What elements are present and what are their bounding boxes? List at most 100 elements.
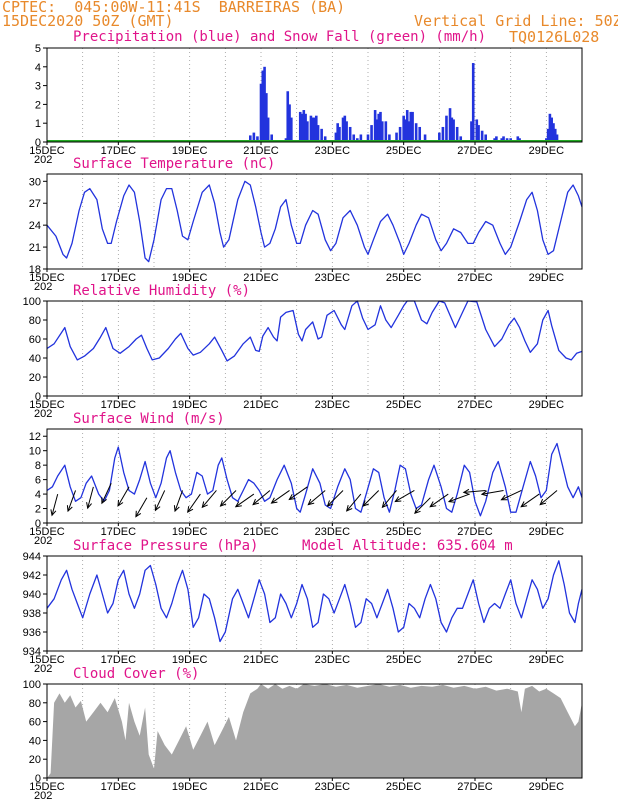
x-tick-label: 15DEC <box>29 654 65 666</box>
y-tick-label: 100 <box>23 679 41 691</box>
precip-bar <box>475 119 479 142</box>
precip-bar <box>455 126 459 142</box>
x-year-fragment: 202 <box>34 408 52 420</box>
x-tick-label: 27DEC <box>457 399 493 411</box>
x-tick-label: 21DEC <box>243 526 279 538</box>
wind-arrow-shaft <box>235 493 255 508</box>
wind-arrow-shaft <box>289 486 308 500</box>
y-tick-label: 936 <box>23 627 41 639</box>
precip-bar <box>379 111 382 142</box>
precip-bar <box>414 123 418 142</box>
x-tick-label: 17DEC <box>101 272 137 284</box>
x-tick-label: 23DEC <box>315 781 351 793</box>
precip-bar <box>370 125 373 142</box>
precip-bar <box>352 134 356 142</box>
wind-arrow-head <box>50 509 57 517</box>
header-date: 15DEC2020 50Z (GMT) <box>2 12 174 30</box>
precip-bar <box>336 123 339 142</box>
y-tick-label: 940 <box>23 589 41 601</box>
panel-title-pressure: Surface Pressure (hPa) <box>73 538 258 554</box>
wind-arrow-shaft <box>51 493 59 516</box>
y-tick-label: 8 <box>35 460 41 472</box>
precip-bar <box>470 121 473 142</box>
precip-bar <box>495 136 498 142</box>
wind-arrow-head <box>219 500 227 507</box>
y-tick-label: 934 <box>23 646 41 658</box>
plot-frame <box>46 683 583 779</box>
precip-bar <box>375 119 379 142</box>
x-tick-label: 25DEC <box>386 399 422 411</box>
y-tick-label: 4 <box>35 489 41 501</box>
precip-bar <box>409 111 413 142</box>
x-year-fragment: 202 <box>34 154 52 166</box>
wind-arrow-shaft <box>362 490 380 507</box>
wind-arrow-shaft <box>187 493 201 513</box>
precip-bar <box>252 132 256 142</box>
wind-arrow-head <box>447 496 455 503</box>
wind-arrow-shaft <box>117 486 130 507</box>
x-tick-label: 27DEC <box>457 272 493 284</box>
y-tick-label: 40 <box>29 735 41 747</box>
pressure-line <box>46 560 583 643</box>
precip-bar <box>320 128 323 142</box>
precip-bar <box>438 132 441 142</box>
wind-arrow-shaft <box>382 490 397 508</box>
x-tick-label: 17DEC <box>101 654 137 666</box>
precip-bar <box>288 104 291 142</box>
precip-bar <box>316 125 320 142</box>
wind-arrow-shaft <box>271 490 290 504</box>
y-tick-label: 4 <box>35 62 41 74</box>
y-tick-label: 2 <box>35 504 41 516</box>
precip-bar <box>404 119 407 142</box>
plot-frame <box>46 555 583 652</box>
precip-bar <box>516 136 520 142</box>
wind-arrow-head <box>307 498 315 506</box>
x-year-fragment: 202 <box>34 663 52 675</box>
x-tick-label: 29DEC <box>529 781 565 793</box>
y-tick-label: 1 <box>35 118 41 130</box>
plot-frame <box>46 428 583 524</box>
wind-arrow-head <box>539 498 547 506</box>
plot-frame <box>46 47 583 143</box>
x-tick-label: 15DEC <box>29 145 65 157</box>
precip-bar <box>323 136 327 142</box>
panel-temp: 18 21 24 27 30 15DEC 17DEC 19DEC 21DEC 23DEC 25DEC… <box>29 156 583 293</box>
x-tick-label: 17DEC <box>101 526 137 538</box>
wind-arrow-head <box>345 504 353 512</box>
precip-bar <box>304 113 307 142</box>
precip-bar <box>471 63 475 142</box>
precip-bar <box>418 126 422 142</box>
precip-bar <box>341 117 345 142</box>
precip-bar <box>261 70 265 142</box>
panel-title-cloud: Cloud Cover (%) <box>73 666 199 682</box>
wind-arrow-shaft <box>327 490 344 507</box>
panel-wind: 0 2 4 6 8 10 12 15DEC 17DEC 19DEC 21DEC 23DEC 25DEC 2… <box>29 411 583 547</box>
precip-bar <box>263 66 266 142</box>
precip-bar <box>388 134 391 142</box>
wind-arrow-head <box>66 505 73 513</box>
wind-arrow-shaft <box>101 483 112 504</box>
wind-arrow-head <box>480 490 488 497</box>
y-tick-label: 100 <box>23 296 41 308</box>
precip-bar <box>306 121 309 142</box>
header-grid-note: Vertical Grid Line: 50Z <box>414 12 618 30</box>
precip-bar <box>343 115 347 142</box>
y-tick-label: 2 <box>35 99 41 111</box>
y-tick-label: 21 <box>29 242 41 254</box>
x-year-fragment: 202 <box>34 281 52 293</box>
wind-arrow-head <box>252 498 260 506</box>
y-tick-label: 12 <box>29 431 41 443</box>
wind-arrow-shaft <box>395 490 415 502</box>
x-tick-label: 25DEC <box>386 781 422 793</box>
y-tick-label: 20 <box>29 754 41 766</box>
wind-arrow-head <box>429 501 437 508</box>
wind-arrow-shaft <box>520 493 540 508</box>
wind-arrow-head <box>117 499 124 507</box>
precip-bar <box>373 110 377 142</box>
wind-arrow-head <box>201 501 208 509</box>
header-station: CPTEC: 045:00W-11:41S BARREIRAS (BA) <box>2 0 346 16</box>
precip-bar <box>423 134 427 142</box>
y-tick-label: 0 <box>35 518 41 530</box>
